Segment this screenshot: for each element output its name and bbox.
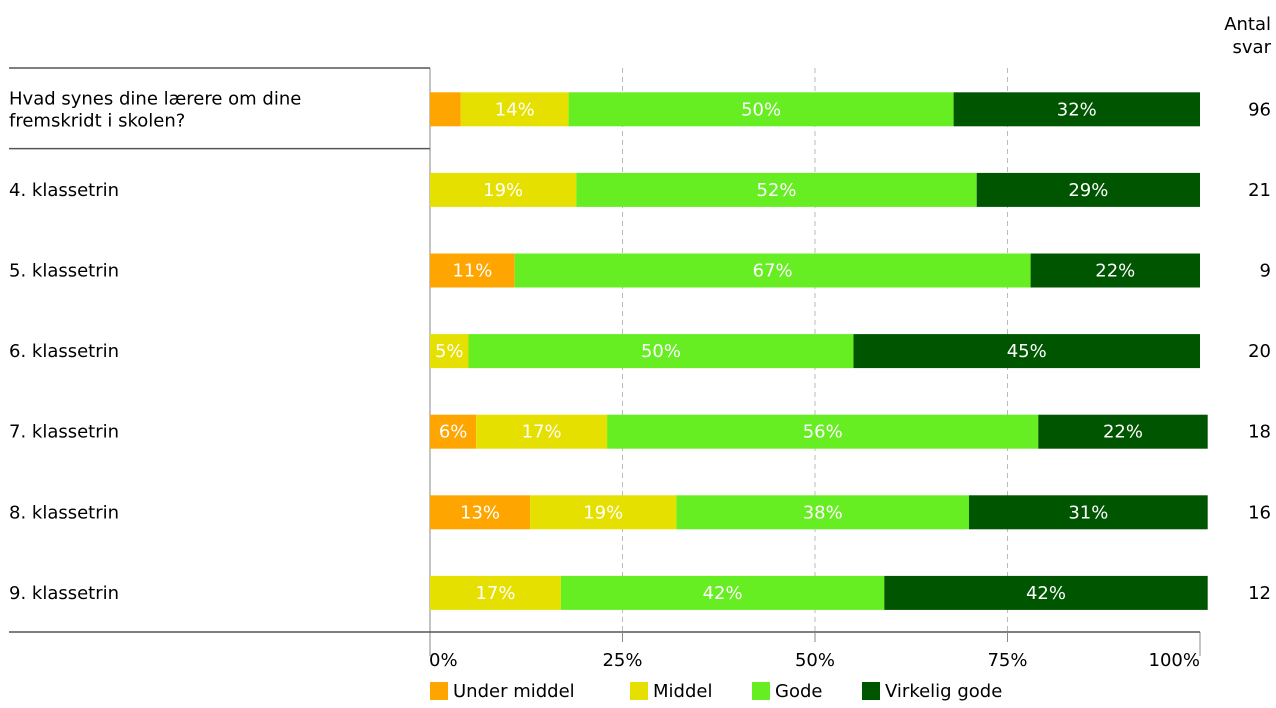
count-value: 21 — [1248, 180, 1271, 201]
legend-swatch — [862, 682, 880, 700]
legend-label: Virkelig gode — [885, 681, 1002, 702]
category-label: 8. klassetrin — [9, 502, 119, 523]
data-label: 5% — [435, 341, 464, 362]
bars-layer: 14% 50% 32% 19% 52% 29% 11% 67% 22% 5% 50% 45% 6% 17%… — [430, 92, 1208, 610]
bar-segment — [468, 334, 854, 369]
bar-segment — [576, 172, 977, 207]
bar-segment — [430, 92, 461, 127]
bar-segment — [514, 253, 1031, 288]
bar-segment — [1030, 253, 1200, 288]
bar-segment — [430, 334, 469, 369]
x-axis-ticks: 0% 25% 50% 75% 100% — [429, 650, 1200, 671]
legend-label: Middel — [653, 681, 712, 702]
count-header: Antal — [1224, 14, 1271, 35]
count-header: svar — [1233, 37, 1272, 58]
data-label: 13% — [460, 502, 500, 523]
legend-label: Gode — [775, 681, 822, 702]
legend-swatch — [430, 682, 448, 700]
bar-segment — [430, 253, 515, 288]
data-label: 14% — [495, 99, 535, 120]
data-label: 22% — [1095, 261, 1135, 282]
category-label: 5. klassetrin — [9, 261, 119, 282]
bar-segment — [530, 495, 677, 530]
bar-segment — [476, 414, 608, 449]
bar-segment — [953, 92, 1200, 127]
bar-segment — [430, 414, 477, 449]
tick-label: 25% — [602, 650, 642, 671]
bar-segment — [430, 172, 577, 207]
legend-swatch — [630, 682, 648, 700]
data-label: 45% — [1007, 341, 1047, 362]
count-value: 96 — [1248, 99, 1271, 120]
frame-layer — [9, 67, 1201, 656]
data-label: 29% — [1068, 180, 1108, 201]
data-label: 42% — [1026, 583, 1066, 604]
data-label: 42% — [703, 583, 743, 604]
data-label: 50% — [741, 99, 781, 120]
bar-segment — [560, 575, 885, 610]
data-label: 56% — [803, 422, 843, 443]
bar-segment — [430, 575, 561, 610]
legend-label: Under middel — [453, 681, 575, 702]
category-label: Hvad synes dine lærere om dine — [9, 88, 301, 109]
count-value: 18 — [1248, 422, 1271, 443]
bar-segment — [976, 172, 1200, 207]
tick-label: 50% — [795, 650, 835, 671]
bar-segment — [969, 495, 1208, 530]
data-label: 17% — [522, 422, 562, 443]
tick-label: 100% — [1149, 650, 1200, 671]
bar-segment — [568, 92, 954, 127]
legend: Under middel Middel Gode Virkelig gode — [430, 681, 1002, 702]
category-label: 4. klassetrin — [9, 180, 119, 201]
data-label: 11% — [452, 261, 492, 282]
data-label: 22% — [1103, 422, 1143, 443]
data-label: 52% — [756, 180, 796, 201]
category-label: fremskridt i skolen? — [9, 110, 185, 131]
data-label: 50% — [641, 341, 681, 362]
category-label: 6. klassetrin — [9, 341, 119, 362]
legend-swatch — [752, 682, 770, 700]
data-label: 67% — [753, 261, 793, 282]
bar-segment — [607, 414, 1039, 449]
count-value: 12 — [1248, 583, 1271, 604]
data-label: 31% — [1068, 502, 1108, 523]
bar-segment — [460, 92, 569, 127]
category-label: 9. klassetrin — [9, 583, 119, 604]
data-label: 19% — [483, 180, 523, 201]
bar-segment — [676, 495, 969, 530]
bar-segment — [884, 575, 1208, 610]
bar-segment — [430, 495, 531, 530]
data-label: 19% — [583, 502, 623, 523]
data-label: 32% — [1057, 99, 1097, 120]
category-labels: Hvad synes dine lærere om dinefremskridt… — [9, 88, 301, 604]
count-value: 16 — [1248, 502, 1271, 523]
tick-label: 0% — [429, 650, 458, 671]
tick-label: 75% — [987, 650, 1027, 671]
count-value: 9 — [1260, 261, 1271, 282]
category-label: 7. klassetrin — [9, 422, 119, 443]
count-value: 20 — [1248, 341, 1271, 362]
data-label: 17% — [475, 583, 515, 604]
data-label: 6% — [439, 422, 468, 443]
bar-segment — [1038, 414, 1208, 449]
bar-segment — [853, 334, 1200, 369]
data-label: 38% — [803, 502, 843, 523]
